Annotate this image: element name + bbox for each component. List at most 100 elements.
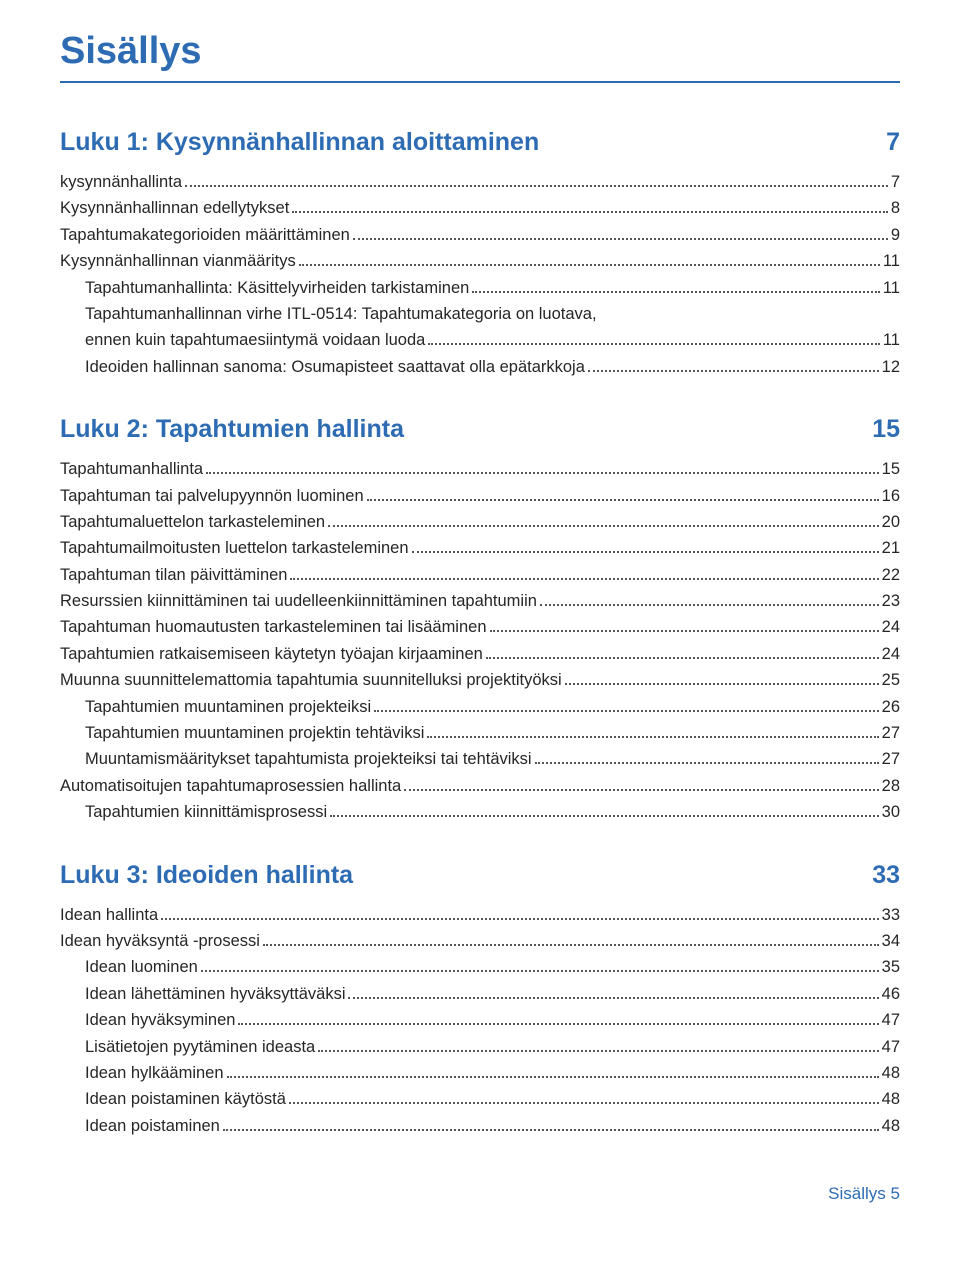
toc-entry-label: Idean poistaminen käytöstä: [85, 1086, 286, 1112]
toc-entry-page: 27: [882, 720, 900, 746]
toc-entry-label: Ideoiden hallinnan sanoma: Osumapisteet …: [85, 354, 585, 380]
toc-entry-page: 26: [882, 694, 900, 720]
toc-entry: Tapahtumien ratkaisemiseen käytetyn työa…: [60, 641, 900, 667]
toc-entry-page: 33: [882, 902, 900, 928]
toc-entry: Kysynnänhallinnan vianmääritys11: [60, 248, 900, 274]
toc-entry-label: Tapahtumien muuntaminen projekteiksi: [85, 694, 371, 720]
toc-leader-dots: [328, 525, 879, 527]
toc-entry-page: 48: [882, 1060, 900, 1086]
toc-entry: Idean hyväksyminen 47: [60, 1007, 900, 1033]
toc-leader-dots: [367, 499, 879, 501]
toc-entry-label-line1: Tapahtumanhallinnan virhe ITL-0514: Tapa…: [85, 301, 900, 327]
chapter-header: Luku 2: Tapahtumien hallinta15: [60, 415, 900, 444]
toc-entry-page: 15: [882, 456, 900, 482]
toc-leader-dots: [263, 944, 879, 946]
chapter: Luku 3: Ideoiden hallinta33Idean hallint…: [60, 861, 900, 1140]
toc-entry-page: 11: [883, 327, 900, 353]
toc-leader-dots: [348, 997, 878, 999]
toc-leader-dots: [427, 736, 878, 738]
toc-entry-page: 27: [882, 746, 900, 772]
toc-leader-dots: [428, 343, 880, 345]
toc-entry-label: Tapahtumailmoitusten luettelon tarkastel…: [60, 535, 409, 561]
toc-entry-page: 30: [882, 799, 900, 825]
toc-leader-dots: [238, 1023, 878, 1025]
toc-entry-label: Tapahtumanhallinta: Käsittelyvirheiden t…: [85, 275, 469, 301]
toc-leader-dots: [588, 370, 879, 372]
toc-entry: Tapahtumanhallinnan virhe ITL-0514: Tapa…: [60, 301, 900, 354]
toc-entry: kysynnänhallinta7: [60, 169, 900, 195]
toc-entry: Automatisoitujen tapahtumaprosessien hal…: [60, 773, 900, 799]
toc-entry: Kysynnänhallinnan edellytykset8: [60, 195, 900, 221]
toc-entry-label: Tapahtumien kiinnittämisprosessi: [85, 799, 327, 825]
toc-leader-dots: [565, 683, 879, 685]
toc-leader-dots: [227, 1076, 879, 1078]
toc-entry-label: Idean poistaminen: [85, 1113, 220, 1139]
toc-entry-label: Tapahtuman tilan päivittäminen: [60, 562, 287, 588]
toc-leader-dots: [289, 1102, 879, 1104]
toc-leader-dots: [353, 238, 888, 240]
chapter-header: Luku 1: Kysynnänhallinnan aloittaminen 7: [60, 128, 900, 157]
toc-entry-label: Tapahtumien ratkaisemiseen käytetyn työa…: [60, 641, 483, 667]
toc-entry: Tapahtuman huomautusten tarkasteleminen …: [60, 614, 900, 640]
toc-entry: Lisätietojen pyytäminen ideasta47: [60, 1034, 900, 1060]
toc-entry-label: Lisätietojen pyytäminen ideasta: [85, 1034, 315, 1060]
toc-entry: Tapahtumien muuntaminen projekteiksi 26: [60, 694, 900, 720]
toc-entry-label: Idean hallinta: [60, 902, 158, 928]
toc-leader-dots: [330, 815, 879, 817]
title-rule: [60, 81, 900, 83]
toc-leader-dots: [374, 710, 878, 712]
toc-entry-label: Tapahtumaluettelon tarkasteleminen: [60, 509, 325, 535]
toc-entry-label: kysynnänhallinta: [60, 169, 182, 195]
toc-entry-label: Kysynnänhallinnan vianmääritys: [60, 248, 296, 274]
footer-label: Sisällys: [828, 1184, 886, 1203]
toc-entry-page: 24: [882, 614, 900, 640]
toc-entry-label: Idean hyväksyntä -prosessi: [60, 928, 260, 954]
toc-entry-label: Tapahtuman huomautusten tarkasteleminen …: [60, 614, 487, 640]
toc-leader-dots: [292, 211, 888, 213]
toc-entry-page: 21: [882, 535, 900, 561]
chapter-page-number: 15: [872, 415, 900, 444]
toc-entry-label: Muunna suunnittelemattomia tapahtumia su…: [60, 667, 562, 693]
page-footer: Sisällys 5: [60, 1184, 900, 1204]
toc-entry: Tapahtumien muuntaminen projektin tehtäv…: [60, 720, 900, 746]
toc-entry: Tapahtumien kiinnittämisprosessi 30: [60, 799, 900, 825]
toc-leader-dots: [412, 551, 879, 553]
toc-leader-dots: [299, 264, 880, 266]
toc-entry: Muuntamismääritykset tapahtumista projek…: [60, 746, 900, 772]
toc-entry-page: 16: [882, 483, 900, 509]
toc-entry-label: Idean hyväksyminen: [85, 1007, 235, 1033]
toc-entry-label: Idean lähettäminen hyväksyttäväksi: [85, 981, 345, 1007]
toc-entry: Tapahtumakategorioiden määrittäminen9: [60, 222, 900, 248]
toc-entry: Tapahtuman tai palvelupyynnön luominen16: [60, 483, 900, 509]
toc-entry-label: Tapahtumakategorioiden määrittäminen: [60, 222, 350, 248]
toc-entry: Idean hallinta 33: [60, 902, 900, 928]
toc-entry: Idean poistaminen käytöstä48: [60, 1086, 900, 1112]
toc-leader-dots: [486, 657, 879, 659]
toc-entry-label: Muuntamismääritykset tapahtumista projek…: [85, 746, 532, 772]
table-of-contents: Luku 1: Kysynnänhallinnan aloittaminen 7 k…: [60, 128, 900, 1139]
toc-entry-label: Idean hylkääminen: [85, 1060, 224, 1086]
toc-entry-label: Automatisoitujen tapahtumaprosessien hal…: [60, 773, 401, 799]
toc-entry-page: 23: [882, 588, 900, 614]
toc-entry-page: 12: [882, 354, 900, 380]
toc-entry-label-line2: ennen kuin tapahtumaesiintymä voidaan lu…: [85, 327, 425, 353]
toc-entry-page: 25: [882, 667, 900, 693]
toc-leader-dots: [290, 578, 878, 580]
toc-entry: Tapahtumanhallinta: Käsittelyvirheiden t…: [60, 275, 900, 301]
chapter-title: Luku 3: Ideoiden hallinta: [60, 861, 353, 890]
footer-page-number: 5: [891, 1184, 900, 1203]
toc-entry-page: 22: [882, 562, 900, 588]
chapter-page-number: 7: [886, 128, 900, 157]
toc-entry: Tapahtuman tilan päivittäminen 22: [60, 562, 900, 588]
toc-entry-label: Tapahtumien muuntaminen projektin tehtäv…: [85, 720, 424, 746]
chapter-title: Luku 1: Kysynnänhallinnan aloittaminen: [60, 128, 539, 157]
toc-entry: Idean poistaminen48: [60, 1113, 900, 1139]
toc-entry-page: 47: [882, 1007, 900, 1033]
toc-entry: Idean lähettäminen hyväksyttäväksi 46: [60, 981, 900, 1007]
toc-entry: Tapahtumailmoitusten luettelon tarkastel…: [60, 535, 900, 561]
toc-leader-dots: [535, 762, 879, 764]
toc-leader-dots: [185, 185, 888, 187]
chapter-header: Luku 3: Ideoiden hallinta33: [60, 861, 900, 890]
toc-entry-page: 46: [882, 981, 900, 1007]
toc-leader-dots: [540, 604, 879, 606]
